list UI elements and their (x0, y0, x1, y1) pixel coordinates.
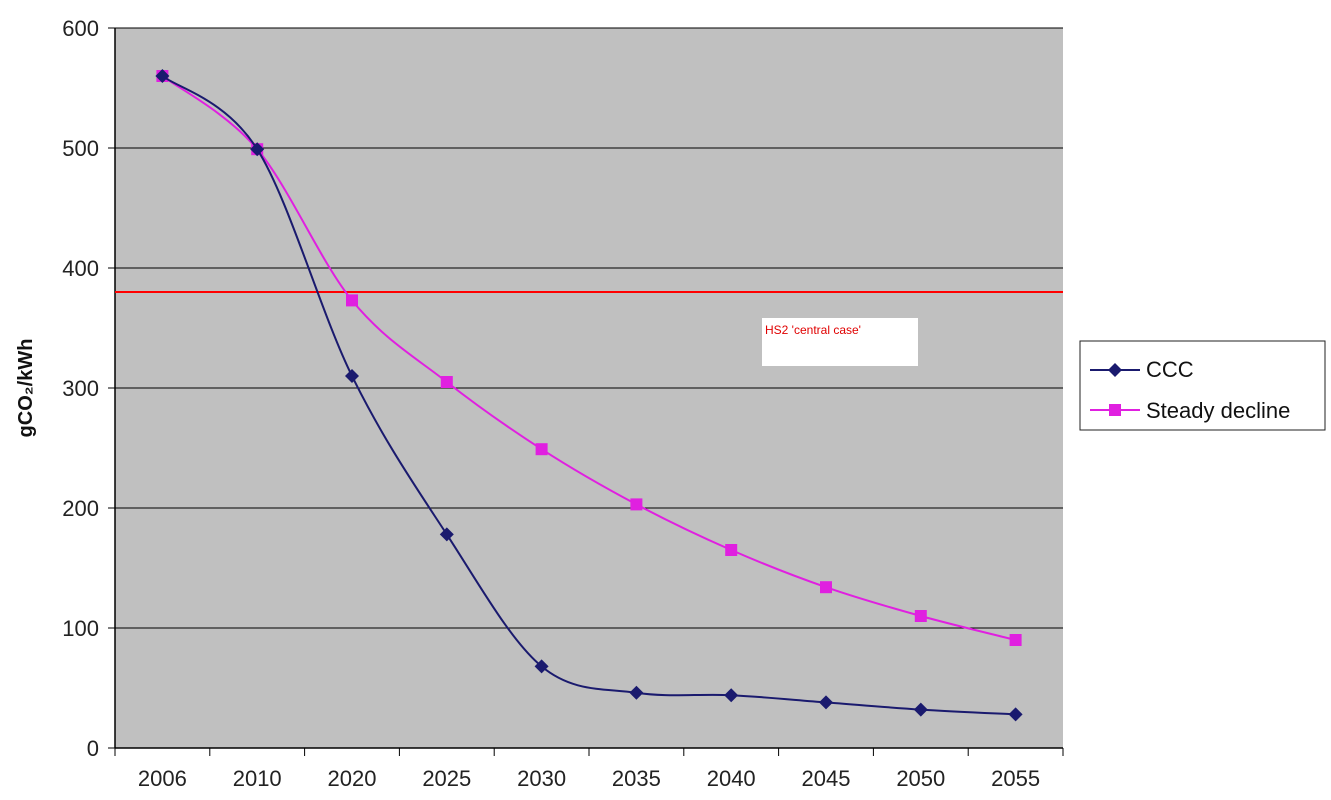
x-tick-label: 2045 (802, 766, 851, 791)
x-tick-label: 2040 (707, 766, 756, 791)
y-tick-labels: 0 100 200 300 400 500 600 (62, 16, 99, 761)
x-tick-labels: 2006 2010 2020 2025 2030 2035 2040 2045 2050 2055 (138, 766, 1040, 791)
data-point-ccc (629, 685, 644, 700)
data-point-ccc (1008, 707, 1023, 722)
x-tick-label: 2035 (612, 766, 661, 791)
data-point-ccc (534, 659, 549, 674)
legend-marker-steady-decline (1109, 404, 1121, 416)
legend-label-steady-decline: Steady decline (1146, 398, 1290, 423)
data-point-steady-decline (725, 544, 738, 556)
data-point-steady-decline (914, 610, 927, 622)
x-tick-label: 2010 (233, 766, 282, 791)
data-point-ccc (913, 702, 928, 717)
series-line-steady-decline (161, 75, 1016, 641)
data-point-ccc (819, 695, 833, 710)
y-tick-label: 600 (62, 16, 99, 41)
annotation-box (762, 318, 918, 366)
data-point-steady-decline (630, 498, 643, 511)
data-point-steady-decline (535, 443, 548, 456)
legend-marker-ccc (1108, 363, 1122, 377)
y-tick-label: 200 (62, 496, 99, 521)
series-layer (155, 69, 1023, 722)
x-tick-label: 2055 (991, 766, 1040, 791)
y-axis-label: gCO₂/kWh (15, 339, 37, 438)
legend-label-ccc: CCC (1146, 357, 1194, 382)
legend: CCC Steady decline (1079, 340, 1326, 431)
reference-line-label: HS2 'central case' (765, 323, 861, 337)
x-tick-label: 2020 (328, 766, 377, 791)
x-tick-label: 2006 (138, 766, 187, 791)
y-tick-label: 100 (62, 616, 99, 641)
x-tick-label: 2050 (896, 766, 945, 791)
y-tick-label: 300 (62, 376, 99, 401)
x-tick-label: 2025 (422, 766, 471, 791)
y-tick-label: 0 (87, 736, 99, 761)
y-tick-label: 500 (62, 136, 99, 161)
data-point-steady-decline (1009, 634, 1022, 646)
data-point-steady-decline (346, 294, 358, 307)
data-point-steady-decline (440, 376, 453, 388)
y-tick-label: 400 (62, 256, 99, 281)
data-point-ccc (250, 142, 265, 157)
axes (114, 28, 1064, 756)
x-tick-label: 2030 (517, 766, 566, 791)
data-point-ccc (439, 527, 454, 542)
data-point-ccc (345, 369, 359, 383)
data-point-ccc (724, 688, 739, 703)
gridlines (108, 27, 1063, 749)
data-point-ccc (155, 69, 170, 83)
data-point-steady-decline (820, 581, 832, 594)
